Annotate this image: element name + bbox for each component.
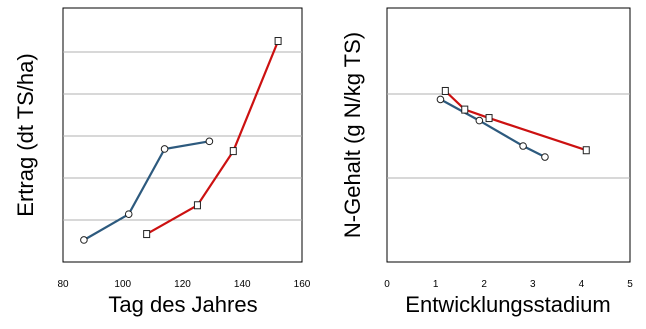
chart-nitrogen: 0 1 2 3 4 5 Entwicklungsstadium N-Gehalt (g N… xyxy=(340,7,633,317)
data-point xyxy=(475,116,484,125)
plot-area-frame xyxy=(62,7,303,263)
x-tick-label: 0 xyxy=(384,279,390,290)
x-tick-label: 80 xyxy=(57,279,69,290)
series-line xyxy=(444,90,587,152)
x-tick-label: 4 xyxy=(579,279,585,290)
series-line xyxy=(146,40,280,236)
data-point xyxy=(485,114,493,123)
data-point xyxy=(193,201,201,210)
series-group xyxy=(436,86,590,161)
data-point xyxy=(143,230,151,239)
data-point xyxy=(205,137,214,146)
x-axis-title: Tag des Jahres xyxy=(108,292,257,317)
x-tick-label: 160 xyxy=(294,279,311,290)
y-axis-title: N-Gehalt (g N/kg TS) xyxy=(340,32,365,238)
data-point xyxy=(229,147,237,156)
x-tick-labels: 80 100 120 140 160 xyxy=(57,279,310,290)
data-point xyxy=(461,105,469,114)
gridlines xyxy=(63,51,302,221)
data-point xyxy=(160,145,169,153)
x-axis-title: Entwicklungsstadium xyxy=(405,292,610,317)
series-group xyxy=(80,37,282,244)
x-tick-label: 140 xyxy=(234,279,251,290)
data-point xyxy=(124,210,133,218)
gridlines xyxy=(387,93,630,179)
chart-yield: 80 100 120 140 160 Tag des Jahres Ertrag (dt… xyxy=(13,7,311,317)
x-tick-labels: 0 1 2 3 4 5 xyxy=(384,279,633,290)
data-point xyxy=(441,86,449,95)
series-line xyxy=(439,98,546,158)
y-axis-title: Ertrag (dt TS/ha) xyxy=(13,53,38,216)
x-tick-label: 2 xyxy=(481,279,487,290)
x-tick-label: 120 xyxy=(174,279,191,290)
x-tick-label: 1 xyxy=(433,279,439,290)
data-point xyxy=(80,236,88,244)
x-tick-label: 3 xyxy=(530,279,536,290)
x-tick-label: 5 xyxy=(627,279,633,290)
data-point xyxy=(582,146,590,155)
data-point xyxy=(436,95,445,104)
x-tick-label: 100 xyxy=(114,279,131,290)
data-point xyxy=(519,142,527,150)
series-line xyxy=(83,140,210,241)
data-point xyxy=(541,153,549,161)
data-point xyxy=(274,37,282,46)
plot-area-frame xyxy=(386,7,631,263)
